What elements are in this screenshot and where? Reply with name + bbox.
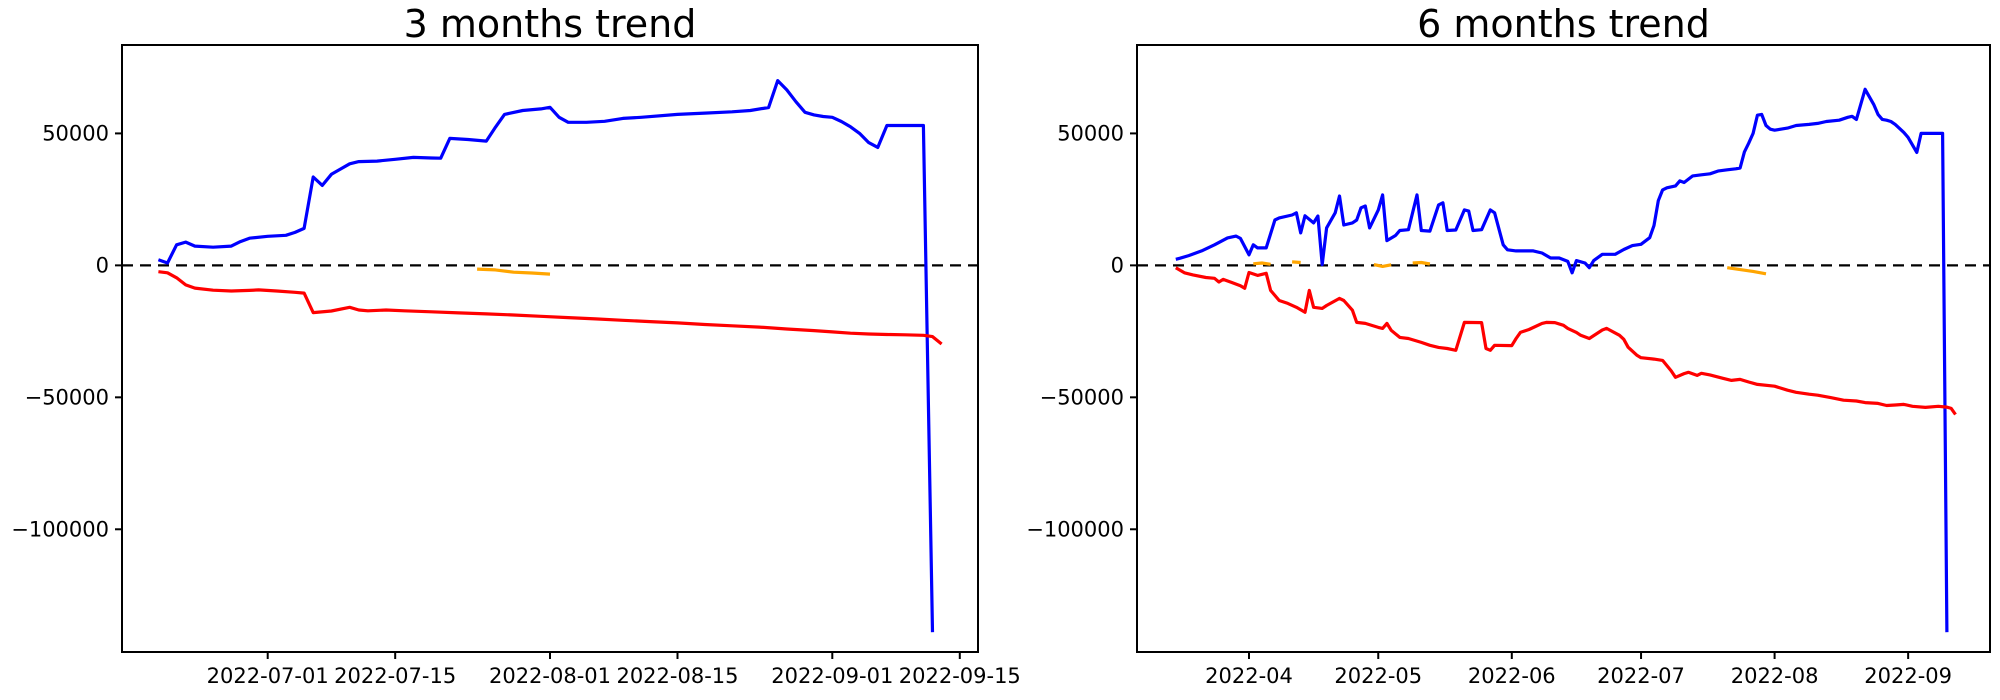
6-months-orange-neutral-line — [1726, 266, 1767, 276]
3-months-x-tick-label: 2022-09-01 — [771, 664, 893, 688]
3-months-y-tick-label: 50000 — [42, 121, 109, 145]
3-months-plot-border — [121, 44, 979, 653]
3-months-x-tick-label: 2022-07-15 — [334, 664, 456, 688]
3-months-chart: 50000 0 −50000 −100000 2022-07-01 2022-07-15 2… — [11, 44, 1021, 688]
3-months-y-tick-label: −50000 — [25, 385, 109, 409]
6-months-orange-neutral-line — [1291, 260, 1301, 265]
6-months-x-tick-label: 2022-06 — [1468, 664, 1556, 688]
3-months-y-tick-label: 0 — [96, 253, 109, 277]
chart-title-6-months: 6 months trend — [1417, 2, 1710, 46]
6-months-x-tick-label: 2022-04 — [1205, 664, 1293, 688]
6-months-x-tick-label: 2022-07 — [1597, 664, 1685, 688]
3-months-y-tick-label: −100000 — [11, 517, 109, 541]
3-months-blue-cumulative-line — [157, 78, 935, 633]
6-months-orange-neutral-line — [1412, 260, 1431, 266]
3-months-x-tick-label: 2022-09-15 — [899, 664, 1021, 688]
6-months-blue-cumulative-line — [1175, 87, 1949, 633]
6-months-x-tick-label: 2022-08 — [1731, 664, 1819, 688]
3-months-orange-neutral-line — [477, 267, 551, 276]
6-months-y-tick-label: 50000 — [1057, 121, 1124, 145]
6-months-orange-neutral-line — [1253, 261, 1271, 266]
chart-title-3-months: 3 months trend — [403, 2, 697, 46]
6-months-orange-neutral-line — [1373, 263, 1392, 268]
6-months-x-tick-label: 2022-09 — [1864, 664, 1952, 688]
6-months-y-tick-label: 0 — [1111, 253, 1124, 277]
3-months-x-tick-label: 2022-07-01 — [207, 664, 329, 688]
6-months-red-cumulative-line — [1174, 266, 1957, 416]
6-months-plot-border — [1136, 44, 1991, 653]
6-months-y-tick-label: −50000 — [1040, 385, 1124, 409]
6-months-chart: 50000 0 −50000 −100000 2022-04 2022-05 2022-06… — [1026, 44, 1991, 688]
3-months-red-cumulative-line — [158, 270, 943, 346]
6-months-y-tick-label: −100000 — [1026, 517, 1124, 541]
6-months-x-tick-label: 2022-05 — [1334, 664, 1422, 688]
3-months-x-tick-label: 2022-08-01 — [489, 664, 611, 688]
3-months-x-tick-label: 2022-08-15 — [616, 664, 738, 688]
